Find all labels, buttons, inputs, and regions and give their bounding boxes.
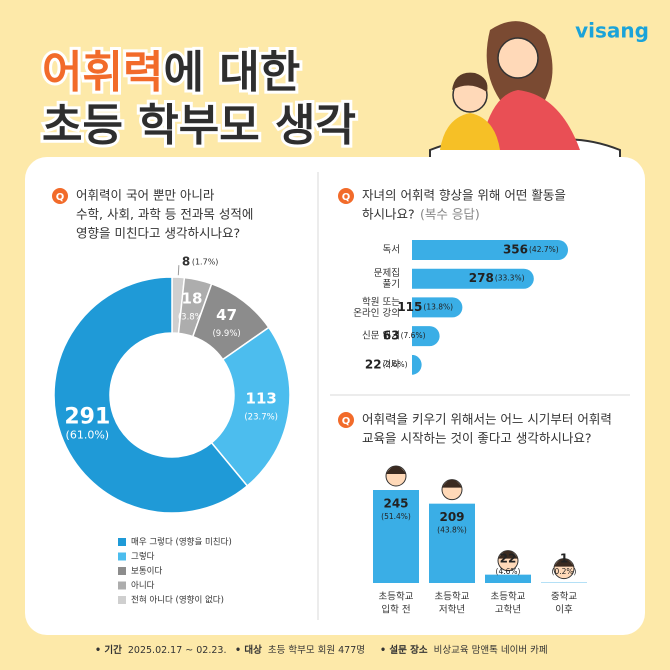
- footer-item: • 기간 2025.02.17 ~ 02.23.: [95, 644, 226, 656]
- percent-label: (51.4%): [381, 512, 411, 521]
- legend-label: 매우 그렇다 (영향을 미친다): [131, 537, 232, 548]
- footer-label: • 기간: [95, 644, 122, 656]
- value-label: 47: [216, 306, 237, 324]
- value-label: 278: [469, 271, 494, 285]
- percent-label: (2.6%): [383, 360, 408, 369]
- footer-text: 2025.02.17 ~ 02.23.: [128, 645, 227, 656]
- percent-label: (1.7%): [192, 258, 219, 267]
- q-badge: [338, 412, 354, 428]
- child-hair: [554, 558, 574, 567]
- percent-label: (23.7%): [244, 413, 278, 423]
- value-label: 63: [383, 329, 400, 343]
- value-label: 291: [64, 405, 110, 430]
- value-label: 115: [397, 300, 422, 314]
- bar: [429, 503, 475, 583]
- question: 영향을 미친다고 생각하시나요?: [76, 226, 240, 241]
- category-label: 중학교 이후: [551, 591, 577, 615]
- q-badge: [52, 188, 68, 204]
- percent-label: (13.8%): [423, 302, 453, 311]
- title-line2: 초등 학부모 생각: [42, 100, 356, 151]
- question: 어휘력을 키우기 위해서는 어느 시기부터 어휘력: [362, 412, 612, 427]
- bar: [412, 326, 440, 347]
- title-highlight: 어휘력: [42, 47, 163, 98]
- footer-item: • 대상 초등 학부모 회원 477명: [235, 644, 365, 656]
- pie-slice: [53, 276, 249, 514]
- illustration: [429, 21, 621, 159]
- value-label: 8: [182, 255, 190, 269]
- percent-label: (3.8%): [178, 313, 206, 323]
- percent-label: (42.7%): [529, 245, 559, 254]
- category-label: 초등학교 입학 전: [379, 591, 414, 615]
- footer-label: • 설문 장소: [380, 644, 428, 656]
- pie-slice: [210, 326, 291, 487]
- brand: visang: [575, 19, 649, 43]
- question-note: (복수 응답): [420, 207, 480, 222]
- legend-swatch: [118, 552, 126, 561]
- bar: [485, 574, 531, 583]
- legend-swatch: [118, 596, 126, 604]
- percent-label: (0.2%): [552, 567, 577, 576]
- bar: [412, 268, 534, 289]
- value-label: 22: [365, 357, 382, 371]
- category-label: 초등학교 저학년: [435, 591, 470, 615]
- legend-swatch: [118, 567, 126, 575]
- bar: [411, 354, 422, 375]
- percent-label: (7.6%): [401, 331, 426, 340]
- legend-swatch: [118, 538, 126, 546]
- child-hair: [386, 466, 406, 474]
- footer-label: • 대상: [235, 644, 262, 656]
- value-label: 245: [383, 497, 408, 511]
- child-hair: [442, 479, 462, 488]
- category-label: 초등학교 고학년: [491, 591, 526, 615]
- percent-label: (33.3%): [495, 274, 525, 283]
- category-label: 독서: [383, 245, 400, 256]
- title-line1: 어휘력에 대한: [42, 47, 300, 98]
- leader-line: [177, 265, 180, 276]
- legend-label: 보통이다: [131, 566, 162, 577]
- question: 어휘력이 국어 뿐만 아니라: [76, 188, 215, 203]
- value-label: 356: [503, 243, 528, 257]
- child-hair: [498, 550, 518, 559]
- percent-label: (43.8%): [437, 526, 467, 535]
- category-label: 학원 또는 온라인 강의: [353, 296, 400, 318]
- question: 교육을 시작하는 것이 좋다고 생각하시나요?: [362, 431, 592, 446]
- percent-label: (9.9%): [212, 329, 240, 339]
- category-label: 신문 읽기: [362, 330, 400, 342]
- footer-item: • 설문 장소 비상교육 맘앤톡 네이버 카페: [380, 644, 548, 656]
- value-label: 22: [500, 552, 517, 566]
- footer-text: 초등 학부모 회원 477명: [268, 645, 365, 656]
- value-label: 209: [439, 510, 464, 524]
- legend-label: 아니다: [131, 580, 155, 591]
- bar: [412, 297, 463, 318]
- title-rest: 에 대한: [163, 47, 300, 98]
- footer-text: 비상교육 맘앤톡 네이버 카페: [434, 645, 548, 656]
- bar: [373, 490, 419, 583]
- q-badge-label: Q: [342, 192, 351, 203]
- legend-swatch: [118, 581, 126, 590]
- question: 자녀의 어휘력 향상을 위해 어떤 활동을: [362, 188, 566, 203]
- value-label: 1: [560, 552, 568, 566]
- category-label: 문제집 풀기: [374, 267, 400, 290]
- q-badge-label: Q: [56, 192, 65, 203]
- question: 하시나요?: [362, 207, 415, 222]
- legend-label: 그렇다: [131, 551, 155, 562]
- value-label: 113: [246, 390, 277, 408]
- q-badge: [338, 188, 354, 204]
- q-badge-label: Q: [342, 416, 351, 427]
- question: 수학, 사회, 과학 등 전과목 성적에: [76, 207, 253, 222]
- legend-label: 전혀 아니다 (영향이 없다): [131, 595, 224, 606]
- percent-label: (4.6%): [496, 567, 521, 576]
- bar: [412, 240, 568, 260]
- category-label: 기타: [383, 359, 401, 370]
- value-label: 18: [182, 290, 203, 308]
- percent-label: (61.0%): [66, 429, 110, 442]
